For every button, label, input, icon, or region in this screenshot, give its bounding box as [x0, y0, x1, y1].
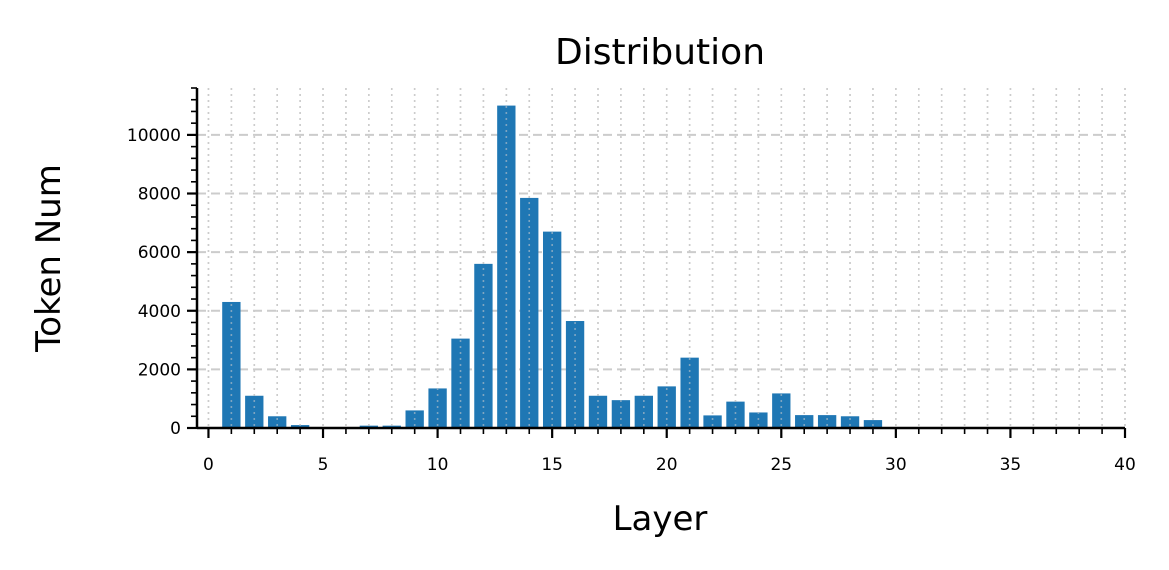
bar — [428, 388, 447, 428]
chart-title: Distribution — [555, 32, 765, 73]
bar — [474, 263, 493, 428]
bar — [245, 395, 264, 428]
bar — [268, 416, 287, 428]
bar — [703, 415, 722, 428]
x-tick-label: 15 — [541, 455, 563, 475]
bar — [817, 415, 837, 428]
ticks: 0 5 10 15 20 25 30 35 40 0 2000 4000 6000 8000 10000 — [127, 87, 1136, 475]
x-tick-label: 35 — [1000, 455, 1022, 475]
bar — [749, 412, 768, 428]
y-tick-label: 10000 — [127, 126, 181, 146]
bar — [290, 425, 310, 428]
x-tick-label: 5 — [318, 455, 329, 475]
bar — [795, 415, 814, 428]
bar — [565, 321, 585, 428]
bars — [222, 105, 883, 428]
y-tick-label: 8000 — [138, 185, 181, 205]
bar — [588, 395, 608, 428]
vertical-gridlines-over-bars — [207, 88, 1126, 428]
bar — [634, 395, 653, 428]
axes — [195, 88, 1125, 430]
horizontal-gridlines — [197, 133, 1125, 371]
x-tick-label: 40 — [1114, 455, 1136, 475]
x-tick-label: 20 — [656, 455, 678, 475]
y-tick-label: 4000 — [138, 302, 181, 322]
y-axis-label: Token Num — [29, 164, 69, 353]
bar — [520, 197, 539, 428]
x-tick-label: 10 — [427, 455, 449, 475]
bar — [497, 105, 516, 428]
bar — [680, 357, 699, 428]
y-tick-label: 0 — [170, 419, 181, 439]
x-tick-label: 30 — [885, 455, 907, 475]
y-tick-label: 6000 — [138, 243, 181, 263]
x-tick-label: 0 — [203, 455, 214, 475]
bar — [726, 401, 745, 428]
bar — [772, 393, 791, 428]
bar — [840, 416, 860, 428]
bar — [611, 400, 631, 428]
x-tick-label: 25 — [770, 455, 792, 475]
y-tick-label: 2000 — [138, 360, 181, 380]
x-axis-label: Layer — [613, 499, 708, 539]
